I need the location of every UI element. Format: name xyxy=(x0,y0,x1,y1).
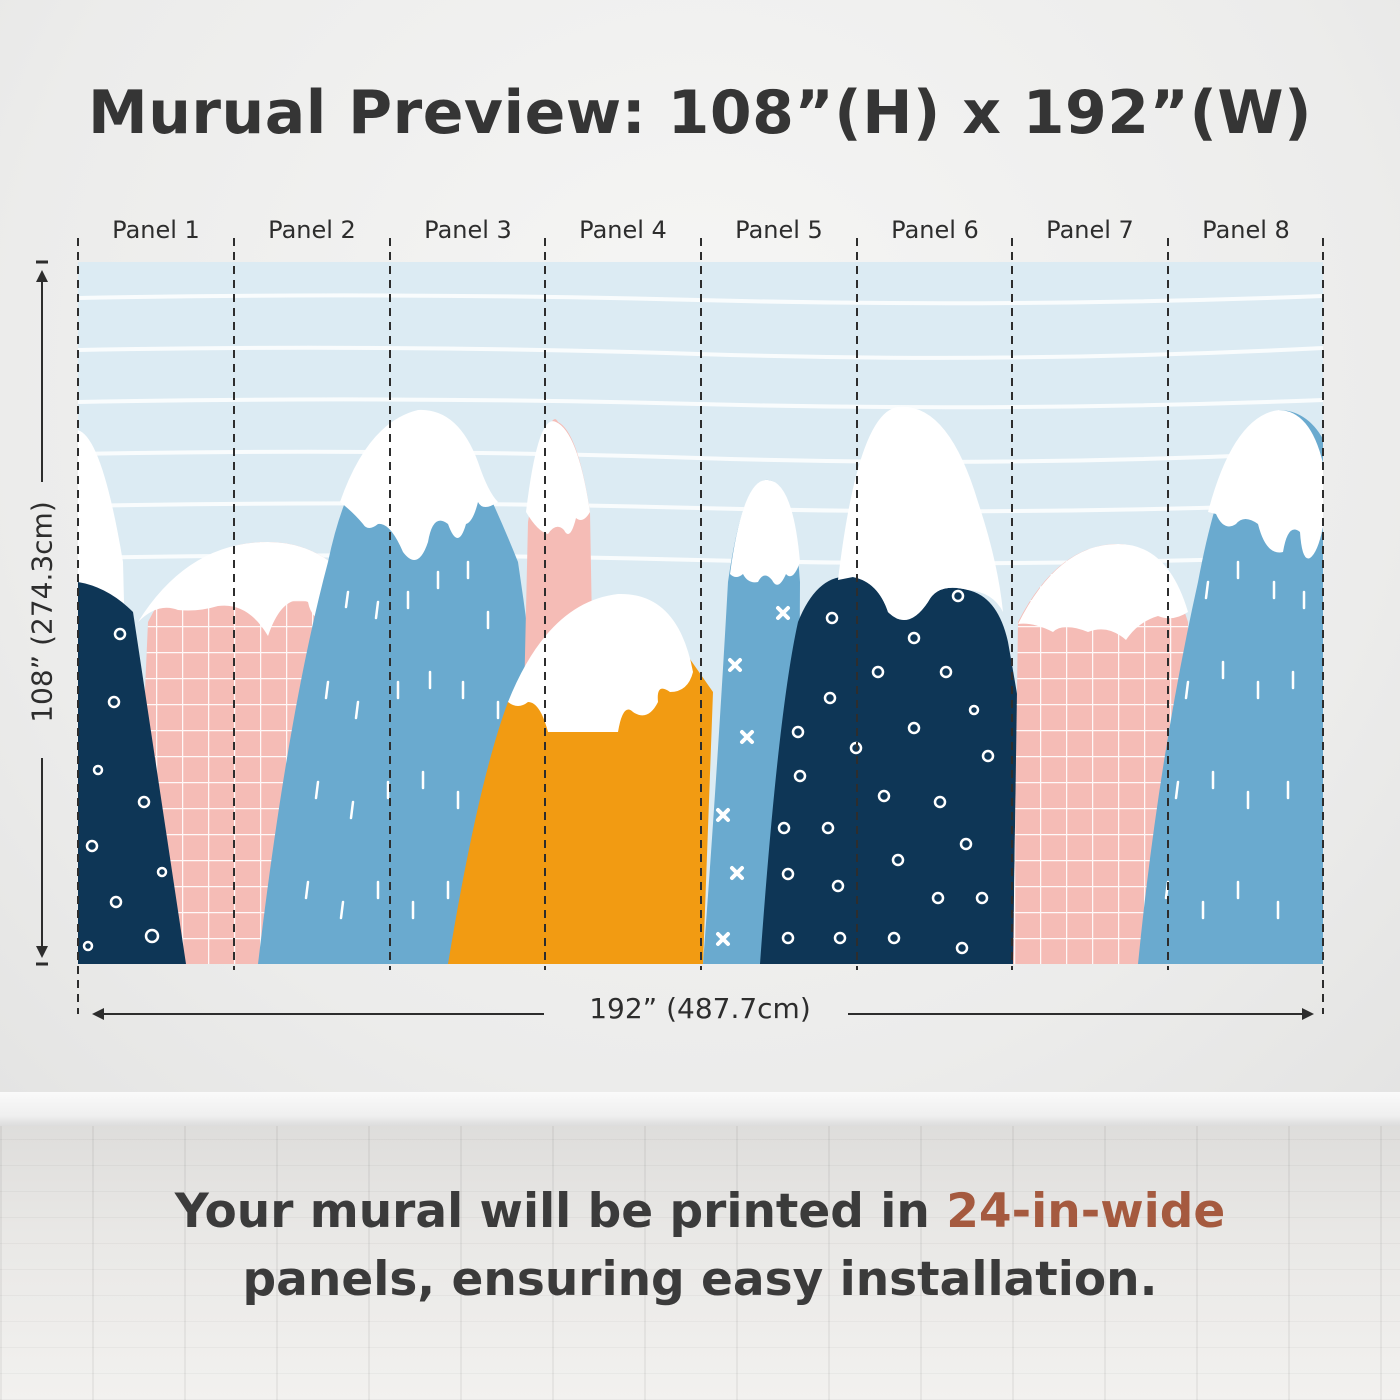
mountain-pink-7 xyxy=(1013,544,1188,964)
wooden-floor xyxy=(0,1126,1400,1400)
panel-label-7: Panel 7 xyxy=(1046,216,1134,244)
panel-label-6: Panel 6 xyxy=(891,216,979,244)
mountain-snowy-6 xyxy=(838,406,1003,620)
installation-note-line-2: panels, ensuring easy installation. xyxy=(242,1252,1158,1307)
mountain-blue-8 xyxy=(1138,410,1323,964)
installation-note-line-1: Your mural will be printed in 24-in-wide xyxy=(0,1178,1400,1246)
width-dimension-line xyxy=(92,1008,1314,1020)
installation-note: Your mural will be printed in 24-in-wide… xyxy=(0,1178,1400,1314)
installation-note-prefix: Your mural will be printed in xyxy=(174,1184,947,1239)
mountain-navy-6 xyxy=(760,576,1058,964)
panel-label-2: Panel 2 xyxy=(268,216,356,244)
height-dimension-line xyxy=(36,260,48,966)
panel-width-highlight: 24-in-wide xyxy=(946,1184,1226,1239)
panel-label-8: Panel 8 xyxy=(1202,216,1290,244)
panel-label-3: Panel 3 xyxy=(424,216,512,244)
width-dimension-label: 192” (487.7cm) xyxy=(0,992,1400,1025)
panel-label-4: Panel 4 xyxy=(579,216,667,244)
mountain-orange xyxy=(448,593,713,964)
page-title: Murual Preview: 108”(H) x 192”(W) xyxy=(87,78,1313,148)
baseboard xyxy=(0,1092,1400,1126)
panel-label-1: Panel 1 xyxy=(112,216,200,244)
width-dimension-text: 192” (487.7cm) xyxy=(589,992,811,1025)
height-dimension-label: 108” (274.3cm) xyxy=(25,501,59,723)
mountain-navy-left xyxy=(78,582,186,964)
panel-label-5: Panel 5 xyxy=(735,216,823,244)
